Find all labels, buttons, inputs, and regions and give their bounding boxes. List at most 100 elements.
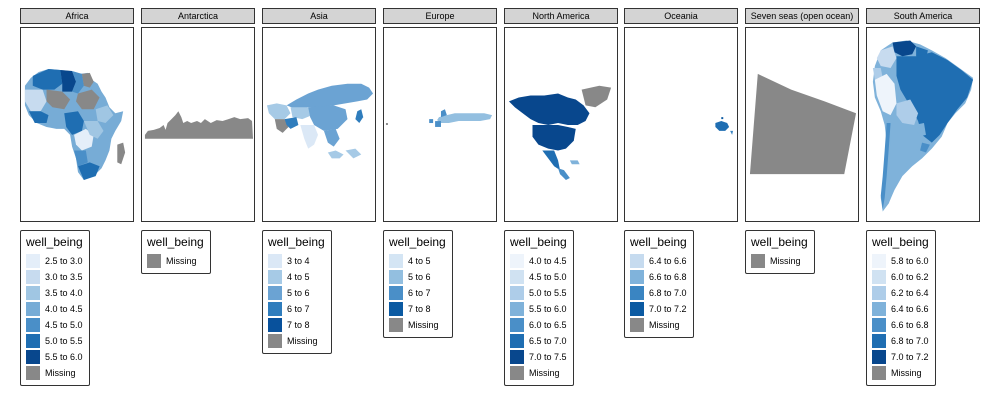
africa-region-libya — [72, 70, 84, 94]
africa-region-congo — [74, 128, 94, 151]
legend-item: 5 to 6 — [389, 269, 446, 285]
facet-strip-europe: Europe — [383, 8, 497, 24]
legend-swatch — [268, 318, 282, 332]
oceania-map — [715, 117, 734, 135]
africa-region-north-central — [60, 69, 77, 92]
legend-label: 4 to 5 — [287, 272, 310, 282]
legend-item: 5.5 to 6.0 — [510, 301, 567, 317]
legend-swatch — [389, 302, 403, 316]
open-ocean-polygon — [749, 73, 857, 175]
legend-swatch — [147, 254, 161, 268]
legend-swatch — [510, 334, 524, 348]
legend-swatch — [630, 302, 644, 316]
legend-swatch — [510, 270, 524, 284]
facet-africa: Africa well_being 2.5 to 3.0 3.0 to 3.5 3.… — [20, 8, 134, 386]
africa-region-sahel — [46, 89, 71, 110]
legend-label: 6.6 to 6.8 — [891, 320, 929, 330]
legend-items: 5.8 to 6.0 6.0 to 6.2 6.2 to 6.4 6.4 to 6.6… — [872, 253, 929, 381]
legend-label: 6.8 to 7.0 — [891, 336, 929, 346]
legend-label: 5 to 6 — [287, 288, 310, 298]
legend-asia: well_being 3 to 4 4 to 5 5 to 6 6 to 7 7 to … — [262, 230, 332, 354]
europe-map — [385, 109, 493, 127]
legend-swatch — [872, 286, 886, 300]
legend-label: Missing — [529, 368, 560, 378]
venezuela — [892, 40, 917, 57]
legend-south-america: well_being 5.8 to 6.0 6.0 to 6.2 6.2 to 6.… — [866, 230, 936, 386]
legend-swatch — [872, 350, 886, 364]
legend-item: 5.0 to 5.5 — [510, 285, 567, 301]
madagascar — [117, 142, 126, 165]
legend-item: Missing — [510, 365, 567, 381]
africa-region-egypt — [81, 72, 94, 88]
asia-southeast — [323, 128, 340, 147]
legend-label: 3.5 to 4.0 — [45, 288, 83, 298]
legend-swatch — [26, 334, 40, 348]
legend-item: 6.8 to 7.0 — [630, 285, 687, 301]
legend-swatch — [26, 318, 40, 332]
legend-item: 5.5 to 6.0 — [26, 349, 83, 365]
legend-item: 6.2 to 6.4 — [872, 285, 929, 301]
legend-item: 7 to 8 — [268, 317, 325, 333]
africa-region-west — [24, 89, 47, 112]
ecuador — [872, 68, 883, 80]
legend-item: 7.0 to 7.2 — [630, 301, 687, 317]
legend-item: 6 to 7 — [268, 301, 325, 317]
argentina — [886, 123, 923, 204]
legend-label: 5.5 to 6.0 — [45, 352, 83, 362]
legend-swatch — [630, 286, 644, 300]
legend-swatch — [268, 270, 282, 284]
legend-label: 6.4 to 6.6 — [891, 304, 929, 314]
asia-islands-east — [345, 148, 362, 159]
legend-item: Missing — [147, 253, 204, 269]
legend-label: 6.0 to 6.5 — [529, 320, 567, 330]
legend-swatch — [389, 318, 403, 332]
europe-mainland — [437, 113, 493, 124]
legend-item: 4 to 5 — [389, 253, 446, 269]
map-panel-asia — [262, 27, 376, 222]
legend-label: 5.0 to 5.5 — [45, 336, 83, 346]
asia-russia — [286, 83, 374, 110]
legend-title: well_being — [26, 235, 83, 249]
legend-item: 6.6 to 6.8 — [872, 317, 929, 333]
facet-strip-africa: Africa — [20, 8, 134, 24]
legend-label: 5 to 6 — [408, 272, 431, 282]
colombia — [876, 46, 897, 69]
legend-item: Missing — [751, 253, 808, 269]
legend-swatch — [872, 270, 886, 284]
legend-label: 4.0 to 4.5 — [45, 304, 83, 314]
legend-label: 2.5 to 3.0 — [45, 256, 83, 266]
legend-seven-seas: well_being Missing — [745, 230, 815, 274]
legend-items: Missing — [147, 253, 204, 269]
legend-label: Missing — [891, 368, 922, 378]
map-panel-oceania — [624, 27, 738, 222]
north-america-map — [508, 85, 612, 181]
map-panel-antarctica — [141, 27, 255, 222]
facet-strip-south-america: South America — [866, 8, 980, 24]
asia-map — [266, 83, 374, 159]
legend-oceania: well_being 6.4 to 6.6 6.6 to 6.8 6.8 to 7.… — [624, 230, 694, 338]
legend-item: 2.5 to 3.0 — [26, 253, 83, 269]
legend-item: 3.0 to 3.5 — [26, 269, 83, 285]
legend-swatch — [872, 334, 886, 348]
map-panel-africa — [20, 27, 134, 222]
legend-label: Missing — [770, 256, 801, 266]
legend-swatch — [389, 254, 403, 268]
asia-central — [290, 107, 313, 120]
legend-label: 4 to 5 — [408, 256, 431, 266]
legend-items: 4.0 to 4.5 4.5 to 5.0 5.0 to 5.5 5.5 to 6.0… — [510, 253, 567, 381]
legend-swatch — [26, 366, 40, 380]
facet-north-america: North America well_being 4.0 to 4.5 4.5 t… — [504, 8, 618, 386]
asia-china — [308, 105, 348, 131]
legend-label: 4.0 to 4.5 — [529, 256, 567, 266]
legend-swatch — [872, 366, 886, 380]
legend-item: 3 to 4 — [268, 253, 325, 269]
africa-region-ethiopia — [95, 105, 114, 124]
pacific-island — [721, 117, 724, 120]
legend-north-america: well_being 4.0 to 4.5 4.5 to 5.0 5.0 to 5.… — [504, 230, 574, 386]
legend-label: 6.0 to 6.2 — [891, 272, 929, 282]
map-panel-seven-seas — [745, 27, 859, 222]
brazil — [896, 52, 974, 143]
legend-label: Missing — [166, 256, 197, 266]
africa-region-east — [83, 121, 104, 139]
legend-label: Missing — [45, 368, 76, 378]
